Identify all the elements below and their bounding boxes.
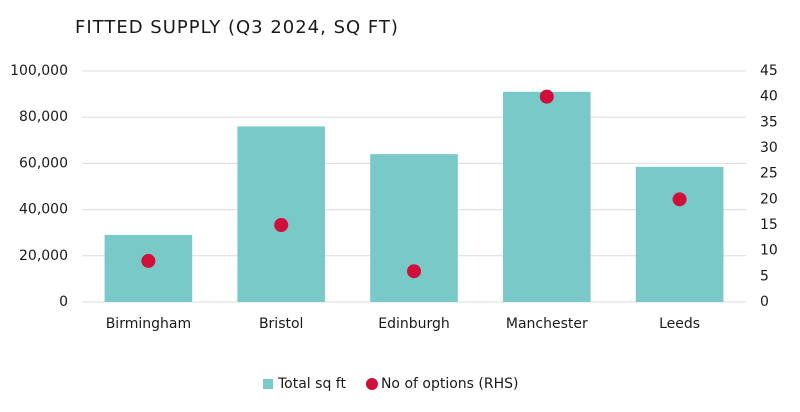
y2-tick-label: 0: [760, 294, 769, 310]
y2-tick-label: 5: [760, 268, 769, 284]
legend-swatch: [263, 379, 273, 389]
x-tick-label: Leeds: [659, 316, 700, 332]
x-tick-label: Manchester: [506, 316, 588, 332]
y2-tick-label: 10: [760, 243, 778, 259]
dot: [539, 89, 554, 104]
y2-tick-label: 30: [760, 140, 778, 156]
legend-label: Total sq ft: [277, 376, 346, 392]
dot: [274, 218, 289, 232]
y2-tick-label: 15: [760, 217, 778, 233]
legend-swatch: [365, 378, 378, 390]
bar: [237, 126, 326, 302]
dot: [141, 253, 156, 268]
legend-label: No of options (RHS): [381, 376, 519, 392]
bar: [635, 166, 724, 302]
chart-title: FITTED SUPPLY (Q3 2024, SQ FT): [75, 17, 399, 38]
y-tick-label: 100,000: [10, 63, 68, 79]
x-tick-label: Birmingham: [106, 316, 191, 332]
y2-tick-label: 25: [760, 166, 778, 182]
y2-tick-label: 40: [760, 89, 778, 105]
x-tick-label: Bristol: [259, 316, 304, 332]
y2-tick-label: 35: [760, 114, 778, 130]
y2-tick-label: 20: [760, 191, 778, 207]
y-tick-label: 80,000: [19, 109, 68, 125]
dot: [672, 192, 687, 207]
x-tick-label: Edinburgh: [378, 316, 450, 332]
bar: [502, 91, 591, 302]
bar: [104, 235, 193, 302]
y2-tick-label: 45: [760, 63, 778, 79]
y-tick-label: 60,000: [19, 155, 68, 171]
y-tick-label: 40,000: [19, 202, 68, 218]
bar: [370, 154, 458, 302]
dot: [407, 264, 421, 279]
y-tick-label: 0: [59, 294, 68, 310]
y-tick-label: 20,000: [19, 248, 68, 264]
